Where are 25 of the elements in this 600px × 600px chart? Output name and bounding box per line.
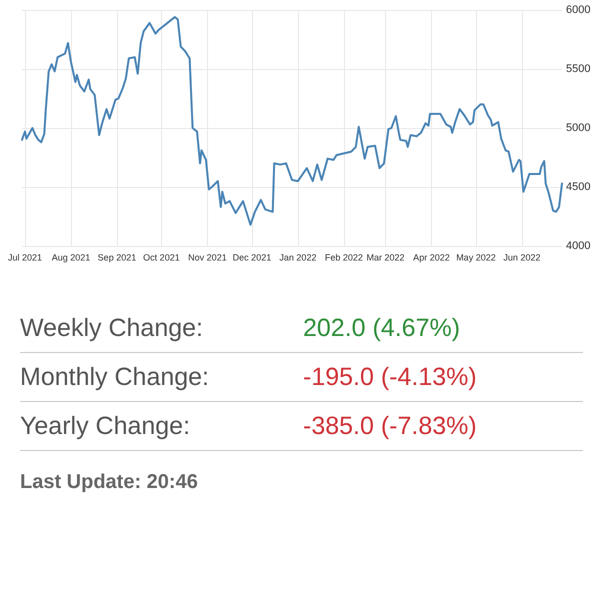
x-tick-label: Nov 2021 bbox=[188, 252, 227, 262]
x-tick-label: Feb 2022 bbox=[324, 252, 363, 262]
x-tick-label: Dec 2021 bbox=[232, 252, 272, 262]
text: Last Update: 20:46 bbox=[20, 471, 198, 494]
text: 202.0 (4.67%) bbox=[303, 314, 460, 342]
text: Monthly Change: bbox=[20, 363, 210, 391]
text: Yearly Change: bbox=[20, 412, 190, 440]
x-tick-label: Oct 2021 bbox=[143, 252, 180, 262]
x-tick-label: May 2022 bbox=[456, 252, 496, 262]
x-tick-label: Mar 2022 bbox=[366, 252, 404, 262]
text: Weekly Change: bbox=[20, 314, 203, 342]
x-tick-label: Jun 2022 bbox=[503, 252, 540, 262]
y-tick-label: 4500 bbox=[566, 181, 590, 193]
x-tick-label: Apr 2022 bbox=[413, 252, 450, 262]
y-tick-label: 5000 bbox=[566, 122, 590, 134]
y-tick-label: 4000 bbox=[566, 240, 590, 252]
y-tick-label: 6000 bbox=[566, 4, 590, 16]
x-tick-label: Sep 2021 bbox=[98, 252, 136, 262]
line-series bbox=[21, 16, 563, 226]
x-tick-label: Jan 2022 bbox=[279, 252, 316, 262]
text: -195.0 (-4.13%) bbox=[303, 363, 477, 391]
x-tick-label: Aug 2021 bbox=[52, 252, 90, 262]
x-tick-label: Jul 2021 bbox=[8, 252, 42, 262]
y-tick-label: 5500 bbox=[566, 63, 590, 75]
text: -385.0 (-7.83%) bbox=[303, 412, 477, 440]
